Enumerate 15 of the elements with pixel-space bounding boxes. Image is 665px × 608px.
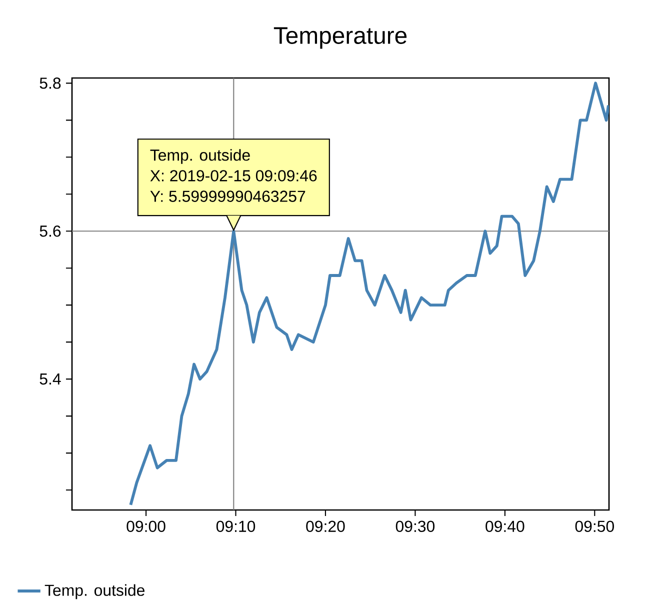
x-tick-label: 09:00 [126,520,166,532]
line-series [129,82,610,506]
annotation: X: 2019-02-15 09:09:46 [150,170,317,182]
x-tick-label: 09:10 [216,520,256,532]
x-tick-label: 09:40 [486,520,524,532]
annotation: Temp. outside [150,149,250,164]
x-tick-label: 09:50 [575,520,614,532]
legend-label: Temp. outside [44,584,144,600]
y-tick-label: 5.8 [40,78,61,89]
x-tick-label: 09:20 [306,520,345,532]
y-tick-label: 5.4 [40,374,61,385]
chart-title: Temperature [274,27,407,49]
y-tick-label: 5.6 [40,225,61,237]
annotation: Y: 5.59999990463257 [150,190,306,202]
x-tick-label: 09:30 [396,520,435,532]
